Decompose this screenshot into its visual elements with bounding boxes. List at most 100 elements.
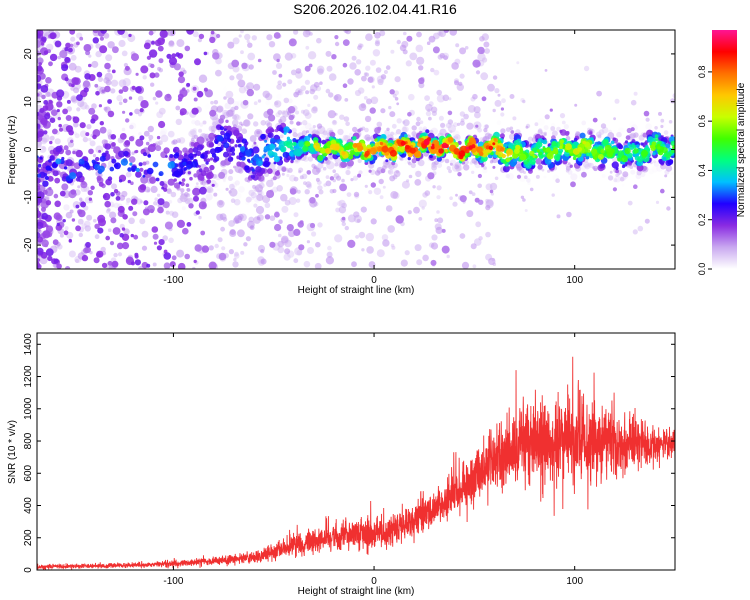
spectrogram-cell [526, 158, 530, 162]
spectrogram-cell [404, 134, 408, 138]
spectrogram-cell [467, 105, 476, 113]
spectrogram-cell [138, 132, 142, 136]
spectrogram-cell [267, 132, 272, 138]
spectrogram-cell [229, 229, 236, 235]
spectrogram-cell [149, 208, 154, 214]
spectrogram-cell [240, 250, 245, 255]
spectrogram-cell [193, 173, 198, 178]
spectrogram-cell [45, 91, 51, 98]
spectrogram-cell [456, 122, 461, 126]
spectrogram-cell [535, 158, 543, 165]
spectrogram-cell [593, 167, 598, 172]
spectrogram-cell [552, 148, 559, 155]
spectrogram-cell [295, 110, 299, 115]
spectrogram-cell [544, 157, 552, 165]
spectrogram-cell [37, 163, 42, 168]
spectrogram-cell [507, 144, 513, 149]
spectrogram-cell [140, 175, 149, 184]
spectrogram-cell [374, 32, 381, 39]
spectrogram-cell [278, 233, 282, 238]
colorbar-ticks: 0.0 0.2 0.4 0.6 0.8 [697, 66, 712, 275]
spectrogram-cell [597, 153, 604, 160]
spectrogram-cell [234, 251, 239, 257]
spectrogram-cell [327, 110, 336, 119]
colorbar-tick-label: 0.8 [697, 66, 707, 79]
spectrogram-cell [663, 130, 669, 135]
spectrogram-cell [624, 182, 630, 188]
spectrogram-cell [234, 180, 240, 186]
spectrogram-cell [484, 48, 490, 54]
spectrogram-cell [241, 156, 246, 161]
spectrogram-cell [369, 107, 376, 114]
spectrogram-cell [173, 178, 177, 182]
spectrogram-cell [633, 91, 638, 96]
spectrogram-cell [87, 190, 94, 196]
spectrogram-cell [374, 41, 380, 47]
spectrogram-cell [165, 210, 170, 215]
spectrogram-cell [385, 205, 393, 212]
spectrogram-cell [261, 155, 265, 159]
spectrogram-cell [95, 50, 102, 58]
spectrogram-cell [315, 193, 319, 198]
spectrogram-cell [505, 127, 511, 132]
spectrogram-cell [255, 166, 262, 173]
spectrogram-cell [477, 183, 483, 189]
spectrogram-cell [644, 218, 650, 224]
spectrogram-cell [470, 243, 477, 250]
spectrogram-cell [223, 86, 228, 92]
spectrogram-cell [358, 103, 367, 112]
spectrogram-cell [516, 61, 520, 65]
spectrogram-y-tick-label: 20 [23, 48, 34, 60]
snr-panel: -100 0 100 0 200 400 600 800 1000 1200 1400 Heigh… [7, 332, 676, 597]
spectrogram-cell [624, 147, 631, 155]
spectrogram-cell [295, 198, 301, 203]
spectrogram-cell [414, 179, 422, 186]
spectrogram-cell [170, 191, 177, 198]
spectrogram-cell [119, 233, 124, 238]
spectrogram-cell [301, 130, 308, 136]
spectrogram-cell [590, 148, 598, 155]
spectrogram-cell [274, 223, 282, 232]
spectrogram-cell [103, 106, 108, 111]
spectrogram-cell [361, 169, 369, 177]
spectrogram-cell [313, 165, 318, 169]
spectrogram-cell [209, 179, 217, 188]
spectrogram-cell [422, 254, 429, 262]
spectrogram-cell [194, 244, 202, 252]
spectrogram-cell [284, 199, 291, 206]
spectrogram-cell [47, 255, 53, 262]
spectrogram-cell [85, 241, 91, 248]
spectrogram-cell [411, 158, 417, 164]
spectrogram-cell [118, 179, 123, 183]
spectrogram-cell [124, 65, 130, 71]
colorbar-tick-label: 0.4 [697, 164, 707, 177]
spectrogram-cell [458, 150, 466, 158]
spectrogram-cell [202, 120, 207, 125]
spectrogram-cell [197, 38, 202, 43]
spectrogram-cell [425, 103, 433, 112]
spectrogram-cell [410, 162, 416, 169]
spectrogram-cell [62, 108, 68, 115]
spectrogram-cell [89, 140, 96, 147]
spectrogram-cell [633, 132, 639, 138]
spectrogram-cell [151, 40, 155, 45]
spectrogram-cell [173, 146, 180, 154]
spectrogram-cell [665, 143, 671, 149]
spectrogram-cell [236, 139, 240, 144]
spectrogram-cell [107, 260, 113, 266]
spectrogram-cell [364, 127, 369, 133]
spectrogram-cell [612, 187, 618, 192]
spectrogram-cell [131, 198, 138, 205]
spectrogram-cell [135, 86, 142, 94]
spectrogram-cell [167, 161, 175, 169]
spectrogram-cell [345, 146, 349, 151]
spectrogram-cell [228, 249, 234, 255]
spectrogram-cell [91, 159, 96, 164]
spectrogram-cell [444, 158, 450, 164]
spectrogram-cell [52, 128, 58, 135]
spectrogram-cell [216, 213, 224, 221]
spectrogram-cell [551, 130, 558, 137]
spectrogram-cell [430, 145, 435, 150]
spectrogram-cell [368, 162, 375, 169]
spectrogram-cell [240, 50, 244, 55]
